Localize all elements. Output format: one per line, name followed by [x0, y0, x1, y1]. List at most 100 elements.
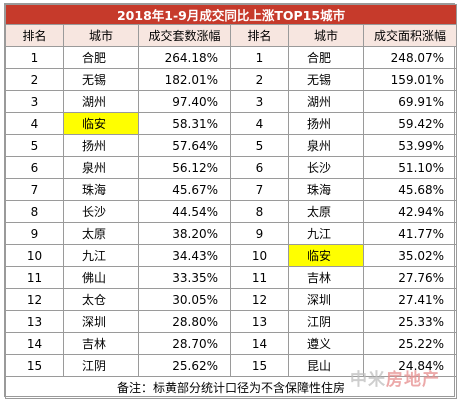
- header-rank-b: 排名: [230, 24, 289, 47]
- city-cell: 深圳: [63, 310, 139, 333]
- area-growth-cell: 27.76%: [362, 266, 457, 289]
- rank-cell: 15: [5, 354, 64, 377]
- rank-cell: 13: [5, 310, 64, 333]
- table-row: 1 合肥 264.18% 1 合肥 248.07%: [5, 46, 457, 69]
- units-growth-cell: 44.54%: [138, 200, 231, 223]
- city-cell: 太仓: [63, 288, 139, 311]
- ranking-table-container: 2018年1-9月成交同比上涨TOP15城市 排名 城市 成交套数涨幅 排名 城…: [4, 3, 457, 399]
- rank-cell: 10: [230, 244, 289, 267]
- area-growth-cell: 159.01%: [362, 68, 457, 91]
- units-growth-cell: 264.18%: [138, 46, 231, 69]
- city-cell: 长沙: [63, 200, 139, 223]
- units-growth-cell: 33.35%: [138, 266, 231, 289]
- rank-cell: 3: [5, 90, 64, 113]
- units-growth-cell: 56.12%: [138, 156, 231, 179]
- units-growth-cell: 30.05%: [138, 288, 231, 311]
- city-cell: 临安: [63, 112, 139, 135]
- units-growth-cell: 45.67%: [138, 178, 231, 201]
- city-cell: 九江: [288, 222, 364, 245]
- header-units-growth: 成交套数涨幅: [138, 24, 231, 47]
- area-growth-cell: 35.02%: [362, 244, 457, 267]
- rank-cell: 6: [230, 156, 289, 179]
- table-row: 13 深圳 28.80% 13 江阴 25.33%: [5, 310, 457, 333]
- city-cell: 临安: [288, 244, 364, 267]
- rank-cell: 2: [230, 68, 289, 91]
- rank-cell: 6: [5, 156, 64, 179]
- units-growth-cell: 34.43%: [138, 244, 231, 267]
- rank-cell: 4: [5, 112, 64, 135]
- rank-cell: 12: [230, 288, 289, 311]
- city-cell: 九江: [63, 244, 139, 267]
- table-row: 15 江阴 25.62% 15 昆山 24.84%: [5, 354, 457, 377]
- table-row: 11 佛山 33.35% 11 吉林 27.76%: [5, 266, 457, 289]
- table-row: 3 湖州 97.40% 3 湖州 69.91%: [5, 90, 457, 113]
- table-title: 2018年1-9月成交同比上涨TOP15城市: [4, 4, 457, 25]
- rank-cell: 1: [230, 46, 289, 69]
- city-cell: 深圳: [288, 288, 364, 311]
- header-area-growth: 成交面积涨幅: [362, 24, 457, 47]
- area-growth-cell: 59.42%: [362, 112, 457, 135]
- area-growth-cell: 25.33%: [362, 310, 457, 333]
- rank-cell: 5: [5, 134, 64, 157]
- city-cell: 长沙: [288, 156, 364, 179]
- city-cell: 泉州: [288, 134, 364, 157]
- city-cell: 无锡: [63, 68, 139, 91]
- city-cell: 合肥: [63, 46, 139, 69]
- rank-cell: 14: [5, 332, 64, 355]
- table-row: 5 扬州 57.64% 5 泉州 53.99%: [5, 134, 457, 157]
- city-cell: 吉林: [63, 332, 139, 355]
- area-growth-cell: 248.07%: [362, 46, 457, 69]
- area-growth-cell: 45.68%: [362, 178, 457, 201]
- city-cell: 无锡: [288, 68, 364, 91]
- city-cell: 合肥: [288, 46, 364, 69]
- area-growth-cell: 53.99%: [362, 134, 457, 157]
- area-growth-cell: 27.41%: [362, 288, 457, 311]
- units-growth-cell: 58.31%: [138, 112, 231, 135]
- header-rank-a: 排名: [5, 24, 64, 47]
- rank-cell: 9: [230, 222, 289, 245]
- table-row: 7 珠海 45.67% 7 珠海 45.68%: [5, 178, 457, 201]
- city-cell: 扬州: [63, 134, 139, 157]
- units-growth-cell: 28.70%: [138, 332, 231, 355]
- area-growth-cell: 51.10%: [362, 156, 457, 179]
- city-cell: 湖州: [63, 90, 139, 113]
- city-cell: 江阴: [63, 354, 139, 377]
- city-cell: 昆山: [288, 354, 364, 377]
- rank-cell: 11: [5, 266, 64, 289]
- area-growth-cell: 69.91%: [362, 90, 457, 113]
- rank-cell: 13: [230, 310, 289, 333]
- rank-cell: 12: [5, 288, 64, 311]
- rank-cell: 11: [230, 266, 289, 289]
- rank-cell: 7: [230, 178, 289, 201]
- rank-cell: 15: [230, 354, 289, 377]
- rank-cell: 8: [230, 200, 289, 223]
- table-note: 备注：标黄部分统计口径为不含保障性住房: [4, 376, 457, 399]
- rank-cell: 4: [230, 112, 289, 135]
- city-cell: 遵义: [288, 332, 364, 355]
- city-cell: 太原: [63, 222, 139, 245]
- city-cell: 太原: [288, 200, 364, 223]
- table-row: 2 无锡 182.01% 2 无锡 159.01%: [5, 68, 457, 91]
- table-row: 6 泉州 56.12% 6 长沙 51.10%: [5, 156, 457, 179]
- area-growth-cell: 24.84%: [362, 354, 457, 377]
- city-cell: 扬州: [288, 112, 364, 135]
- table-row: 14 吉林 28.70% 14 遵义 25.22%: [5, 332, 457, 355]
- units-growth-cell: 57.64%: [138, 134, 231, 157]
- rank-cell: 7: [5, 178, 64, 201]
- table-row: 8 长沙 44.54% 8 太原 42.94%: [5, 200, 457, 223]
- city-cell: 珠海: [63, 178, 139, 201]
- units-growth-cell: 28.80%: [138, 310, 231, 333]
- table-row: 9 太原 38.20% 9 九江 41.77%: [5, 222, 457, 245]
- header-city-a: 城市: [63, 24, 139, 47]
- city-cell: 吉林: [288, 266, 364, 289]
- city-cell: 江阴: [288, 310, 364, 333]
- rank-cell: 1: [5, 46, 64, 69]
- rank-cell: 14: [230, 332, 289, 355]
- rank-cell: 5: [230, 134, 289, 157]
- area-growth-cell: 41.77%: [362, 222, 457, 245]
- units-growth-cell: 25.62%: [138, 354, 231, 377]
- table-row: 10 九江 34.43% 10 临安 35.02%: [5, 244, 457, 267]
- rank-cell: 10: [5, 244, 64, 267]
- rank-cell: 3: [230, 90, 289, 113]
- units-growth-cell: 182.01%: [138, 68, 231, 91]
